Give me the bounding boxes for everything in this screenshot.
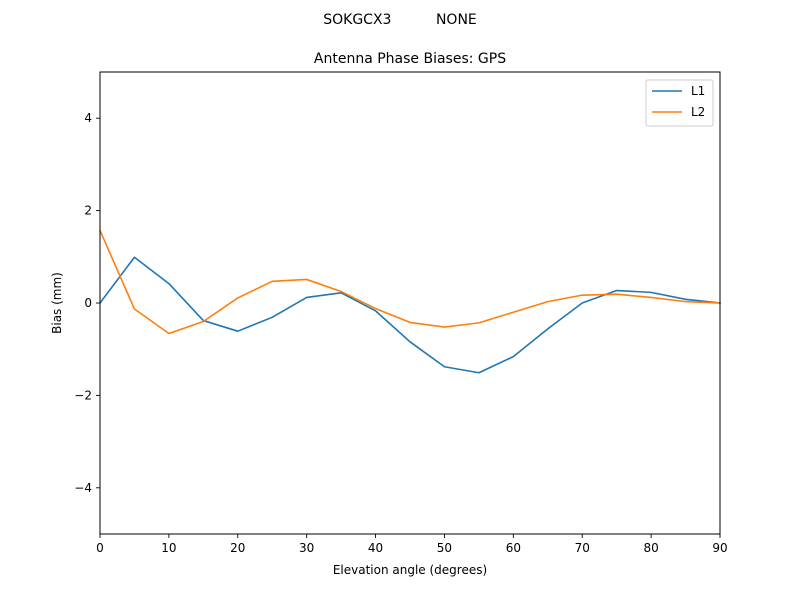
legend-label-l1: L1 [691,84,705,98]
x-tick-label: 0 [96,541,104,555]
x-tick-label: 60 [506,541,521,555]
figure-suptitle: SOKGCX3 NONE [323,12,477,28]
y-tick-label: −2 [74,388,92,402]
chart-title: Antenna Phase Biases: GPS [314,51,506,67]
x-tick-label: 20 [230,541,245,555]
axes-frame [99,71,721,535]
y-tick-label: 0 [84,296,92,310]
x-tick-label: 90 [712,541,727,555]
y-axis-label: Bias (mm) [50,272,64,334]
x-tick-label: 40 [368,541,383,555]
y-tick-label: 4 [84,111,92,125]
plot-area: 0 10 20 30 40 50 60 70 80 90 −4 −2 0 2 4 [74,71,728,555]
x-tick-label: 80 [643,541,658,555]
series-line-l2 [98,229,721,335]
x-axis-label: Elevation angle (degrees) [333,563,487,577]
y-tick-label: −4 [74,481,92,495]
x-tick-label: 70 [575,541,590,555]
series-layer [98,229,721,374]
y-tick-label: 2 [84,204,92,218]
x-tick-label: 50 [437,541,452,555]
tick-layer: 0 10 20 30 40 50 60 70 80 90 −4 −2 0 2 4 [74,111,727,555]
x-tick-label: 30 [299,541,314,555]
legend-label-l2: L2 [691,105,705,119]
legend: L1 L2 [645,79,714,127]
x-tick-label: 10 [161,541,176,555]
